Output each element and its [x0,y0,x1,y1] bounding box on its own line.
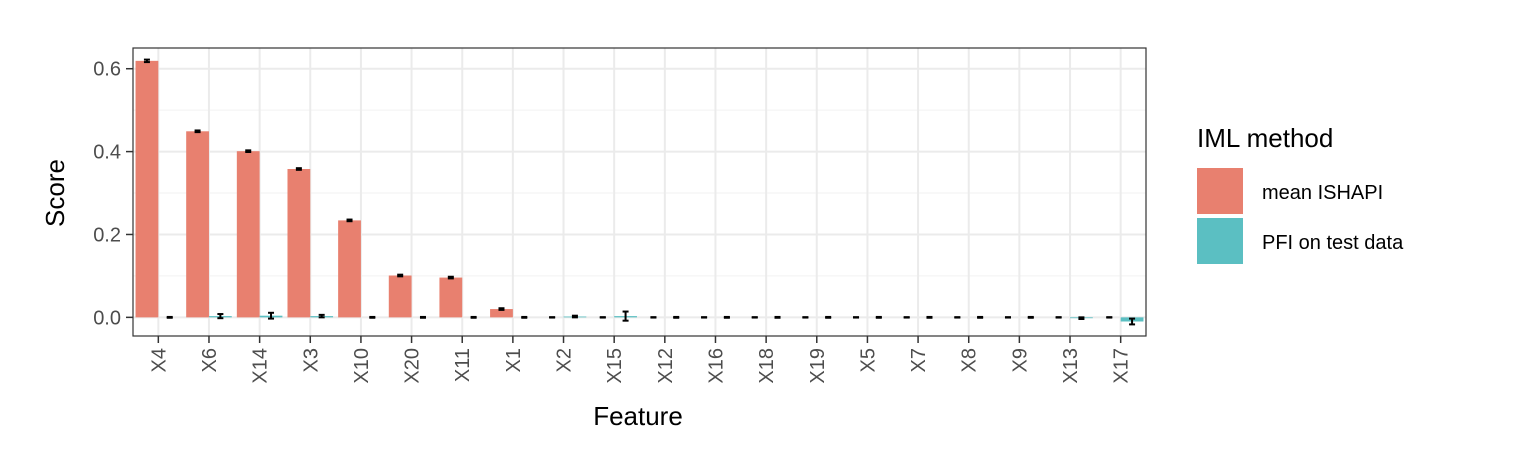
x-tick-label: X14 [250,348,272,384]
bars [135,60,1144,322]
error-bar-pfi-x3 [318,313,325,319]
bar-mean-ishapi-x20 [388,275,412,318]
y-axis: 0.0 0.2 0.4 0.6 [93,59,133,329]
error-bar-pfi-x13 [1078,316,1085,321]
error-bar-mean-ishapi-x10 [346,218,353,223]
error-bar-mean-ishapi-x3 [295,167,302,171]
error-bar-pfi-x6 [217,313,224,320]
x-tick-label: X9 [1009,348,1031,372]
error-bar-pfi-x15 [622,310,629,322]
x-tick-label: X16 [705,348,727,384]
bar-mean-ishapi-x10 [338,220,361,318]
error-bar-mean-ishapi-x1 [498,307,505,311]
panel-border [132,47,1147,337]
legend-title: IML method [1197,123,1333,153]
y-tick-label: 0.0 [93,307,121,329]
error-bar-pfi-x2 [571,314,578,319]
error-bar-pfi-x17 [1129,317,1136,326]
legend: IML method mean ISHAPI PFI on test data [1197,123,1404,264]
bar-mean-ishapi-x4 [135,60,159,318]
error-bar-pfi-x19 [825,315,832,319]
x-axis: X4 X6 X14 X3 X10 X20 X11 X1 X2 X15 X12 X16 X18 X19 X5 X… [148,336,1133,384]
error-bar-pfi-x14 [268,311,275,320]
x-tick-label: X5 [857,348,879,372]
legend-key-pfi-test-data [1197,218,1243,264]
error-bar-pfi-x1 [521,315,528,319]
x-tick-label: X10 [351,348,373,384]
x-tick-label: X4 [148,348,170,372]
error-bar-pfi-x16 [723,315,730,319]
error-bar-pfi-x8 [977,315,984,319]
x-tick-label: X13 [1060,348,1082,384]
bar-mean-ishapi-x1 [490,309,513,318]
error-bars [143,58,1136,326]
x-tick-label: X18 [756,348,778,384]
y-tick-label: 0.6 [93,59,121,81]
x-tick-label: X20 [402,348,424,384]
error-bar-pfi-x5 [875,315,882,319]
bar-mean-ishapi-x6 [186,131,209,318]
legend-label-pfi-test-data: PFI on test data [1262,232,1404,254]
error-bar-mean-ishapi-x6 [194,129,201,134]
x-tick-label: X1 [503,348,525,372]
error-bar-pfi-x11 [470,315,477,319]
x-tick-label: X7 [908,348,930,372]
legend-key-mean-ishapi [1197,168,1243,214]
x-tick-label: X17 [1111,348,1133,384]
x-tick-label: X11 [452,348,474,382]
y-axis-title: Score [40,159,70,227]
error-bar-pfi-x9 [1027,315,1034,319]
legend-label-mean-ishapi: mean ISHAPI [1262,182,1383,204]
x-tick-label: X19 [807,348,829,384]
x-tick-label: X12 [655,348,677,384]
bar-mean-ishapi-x3 [287,169,311,318]
error-bar-mean-ishapi-x14 [245,149,252,154]
error-bar-mean-ishapi-x20 [397,273,404,278]
error-bar-pfi-x12 [673,315,680,319]
error-bar-pfi-x4 [166,315,173,319]
x-tick-label: X3 [300,348,322,372]
bar-mean-ishapi-x11 [439,277,463,318]
x-tick-label: X6 [199,348,221,372]
x-tick-label: X15 [604,348,626,384]
error-bar-mean-ishapi-x11 [447,275,454,280]
y-tick-label: 0.2 [93,224,121,246]
error-bar-pfi-x7 [926,315,933,319]
x-axis-title: Feature [593,401,683,431]
error-bar-pfi-x20 [419,315,426,319]
x-tick-label: X2 [554,348,576,372]
error-bar-pfi-x10 [369,315,376,319]
error-bar-pfi-x18 [774,315,781,319]
y-tick-label: 0.4 [93,142,121,164]
x-tick-label: X8 [959,348,981,372]
error-bar-mean-ishapi-x4 [143,58,150,64]
bar-mean-ishapi-x14 [236,151,260,318]
